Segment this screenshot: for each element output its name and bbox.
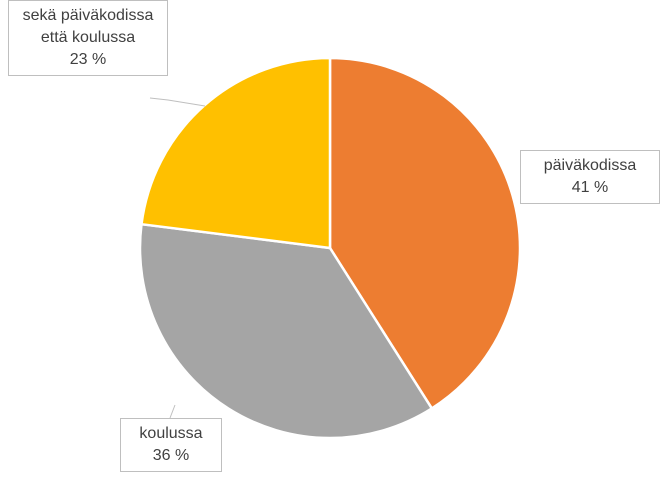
slices [138, 56, 522, 440]
leader-line [169, 404, 176, 419]
leader-line [149, 97, 206, 107]
value-label: 36 % [152, 447, 190, 464]
value-label: 41 % [571, 179, 609, 196]
pie-slice [140, 56, 332, 250]
value-label: 23 % [69, 51, 107, 68]
leader-lines [149, 97, 206, 419]
data-label: koulussa 36 % [120, 418, 222, 472]
data-label: päiväkodissa 41 % [520, 150, 660, 204]
category-label: koulussa [139, 425, 203, 442]
category-label: sekä päiväkodissa että koulussa [22, 7, 154, 46]
data-label: sekä päiväkodissa että koulussa 23 % [8, 0, 168, 76]
pie-slice [138, 222, 434, 440]
category-label: päiväkodissa [543, 157, 637, 174]
